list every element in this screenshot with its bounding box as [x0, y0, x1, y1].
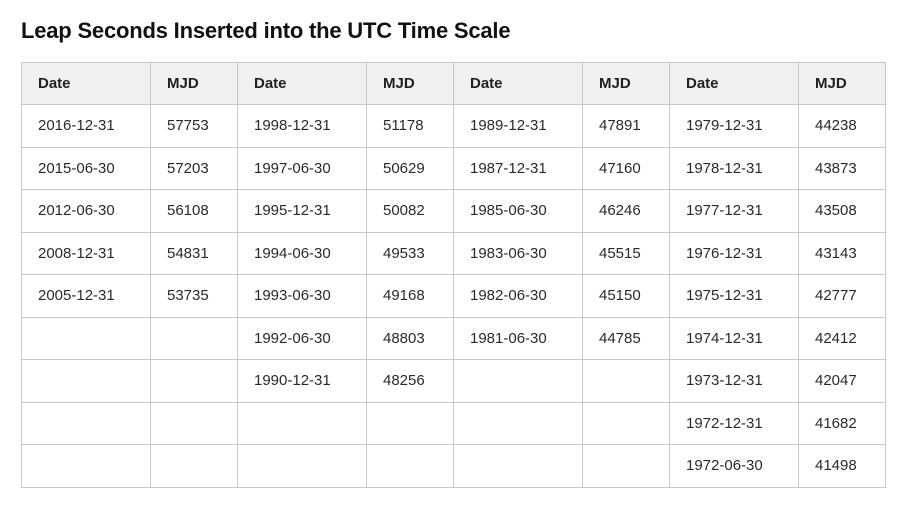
table-row: 1972-12-31 41682: [21, 401, 886, 445]
date-cell: 1990-12-31: [237, 359, 367, 403]
date-cell: 1972-06-30: [669, 444, 799, 488]
mjd-cell: [366, 401, 454, 445]
date-cell: [21, 401, 151, 445]
column-header-date: Date: [453, 62, 583, 105]
date-cell: [21, 444, 151, 488]
date-cell: 1997-06-30: [237, 146, 367, 190]
page-title: Leap Seconds Inserted into the UTC Time …: [21, 18, 511, 43]
date-cell: 1989-12-31: [453, 104, 583, 148]
column-header-mjd: MJD: [798, 62, 886, 105]
table-body: 2016-12-31 57753 1998-12-31 51178 1989-1…: [21, 104, 886, 488]
mjd-cell: 57753: [150, 104, 238, 148]
leap-seconds-table: Date MJD Date MJD Date MJD Date MJD 2016…: [21, 62, 886, 488]
mjd-cell: [150, 401, 238, 445]
column-header-date: Date: [237, 62, 367, 105]
date-cell: 1978-12-31: [669, 146, 799, 190]
mjd-cell: 43143: [798, 231, 886, 275]
mjd-cell: 54831: [150, 231, 238, 275]
date-cell: 2008-12-31: [21, 231, 151, 275]
mjd-cell: [582, 359, 670, 403]
date-cell: 1981-06-30: [453, 316, 583, 360]
date-cell: 1992-06-30: [237, 316, 367, 360]
table-row: 2012-06-30 56108 1995-12-31 50082 1985-0…: [21, 189, 886, 233]
column-header-mjd: MJD: [366, 62, 454, 105]
date-cell: [237, 444, 367, 488]
date-cell: [453, 444, 583, 488]
date-cell: 2015-06-30: [21, 146, 151, 190]
date-cell: 2016-12-31: [21, 104, 151, 148]
date-cell: 1977-12-31: [669, 189, 799, 233]
column-header-mjd: MJD: [582, 62, 670, 105]
mjd-cell: 42412: [798, 316, 886, 360]
date-cell: 1982-06-30: [453, 274, 583, 318]
mjd-cell: 43508: [798, 189, 886, 233]
mjd-cell: 56108: [150, 189, 238, 233]
column-header-mjd: MJD: [150, 62, 238, 105]
date-cell: 1994-06-30: [237, 231, 367, 275]
mjd-cell: 50082: [366, 189, 454, 233]
date-cell: [453, 359, 583, 403]
table-row: 2008-12-31 54831 1994-06-30 49533 1983-0…: [21, 231, 886, 275]
mjd-cell: 48803: [366, 316, 454, 360]
mjd-cell: [582, 444, 670, 488]
mjd-cell: 44785: [582, 316, 670, 360]
mjd-cell: [366, 444, 454, 488]
date-cell: 1987-12-31: [453, 146, 583, 190]
mjd-cell: [582, 401, 670, 445]
mjd-cell: 57203: [150, 146, 238, 190]
date-cell: 1972-12-31: [669, 401, 799, 445]
table-row: 2015-06-30 57203 1997-06-30 50629 1987-1…: [21, 146, 886, 190]
header-row: Date MJD Date MJD Date MJD Date MJD: [21, 62, 886, 105]
mjd-cell: 44238: [798, 104, 886, 148]
mjd-cell: 53735: [150, 274, 238, 318]
table-row: 1992-06-30 48803 1981-06-30 44785 1974-1…: [21, 316, 886, 360]
date-cell: 1998-12-31: [237, 104, 367, 148]
date-cell: 2012-06-30: [21, 189, 151, 233]
date-cell: 1976-12-31: [669, 231, 799, 275]
mjd-cell: 47160: [582, 146, 670, 190]
mjd-cell: [150, 444, 238, 488]
mjd-cell: [150, 316, 238, 360]
mjd-cell: 51178: [366, 104, 454, 148]
date-cell: 1985-06-30: [453, 189, 583, 233]
date-cell: [453, 401, 583, 445]
date-cell: [237, 401, 367, 445]
mjd-cell: 42777: [798, 274, 886, 318]
column-header-date: Date: [21, 62, 151, 105]
mjd-cell: 45515: [582, 231, 670, 275]
mjd-cell: 41498: [798, 444, 886, 488]
date-cell: 1993-06-30: [237, 274, 367, 318]
mjd-cell: 43873: [798, 146, 886, 190]
table-header: Date MJD Date MJD Date MJD Date MJD: [21, 62, 886, 105]
mjd-cell: 42047: [798, 359, 886, 403]
date-cell: [21, 316, 151, 360]
date-cell: 1973-12-31: [669, 359, 799, 403]
date-cell: 1979-12-31: [669, 104, 799, 148]
mjd-cell: 41682: [798, 401, 886, 445]
date-cell: 2005-12-31: [21, 274, 151, 318]
table-row: 1990-12-31 48256 1973-12-31 42047: [21, 359, 886, 403]
mjd-cell: [150, 359, 238, 403]
mjd-cell: 50629: [366, 146, 454, 190]
mjd-cell: 45150: [582, 274, 670, 318]
date-cell: 1983-06-30: [453, 231, 583, 275]
mjd-cell: 48256: [366, 359, 454, 403]
mjd-cell: 49168: [366, 274, 454, 318]
date-cell: [21, 359, 151, 403]
table-row: 1972-06-30 41498: [21, 444, 886, 488]
mjd-cell: 46246: [582, 189, 670, 233]
date-cell: 1975-12-31: [669, 274, 799, 318]
mjd-cell: 47891: [582, 104, 670, 148]
table-row: 2005-12-31 53735 1993-06-30 49168 1982-0…: [21, 274, 886, 318]
mjd-cell: 49533: [366, 231, 454, 275]
date-cell: 1974-12-31: [669, 316, 799, 360]
date-cell: 1995-12-31: [237, 189, 367, 233]
table-row: 2016-12-31 57753 1998-12-31 51178 1989-1…: [21, 104, 886, 148]
column-header-date: Date: [669, 62, 799, 105]
